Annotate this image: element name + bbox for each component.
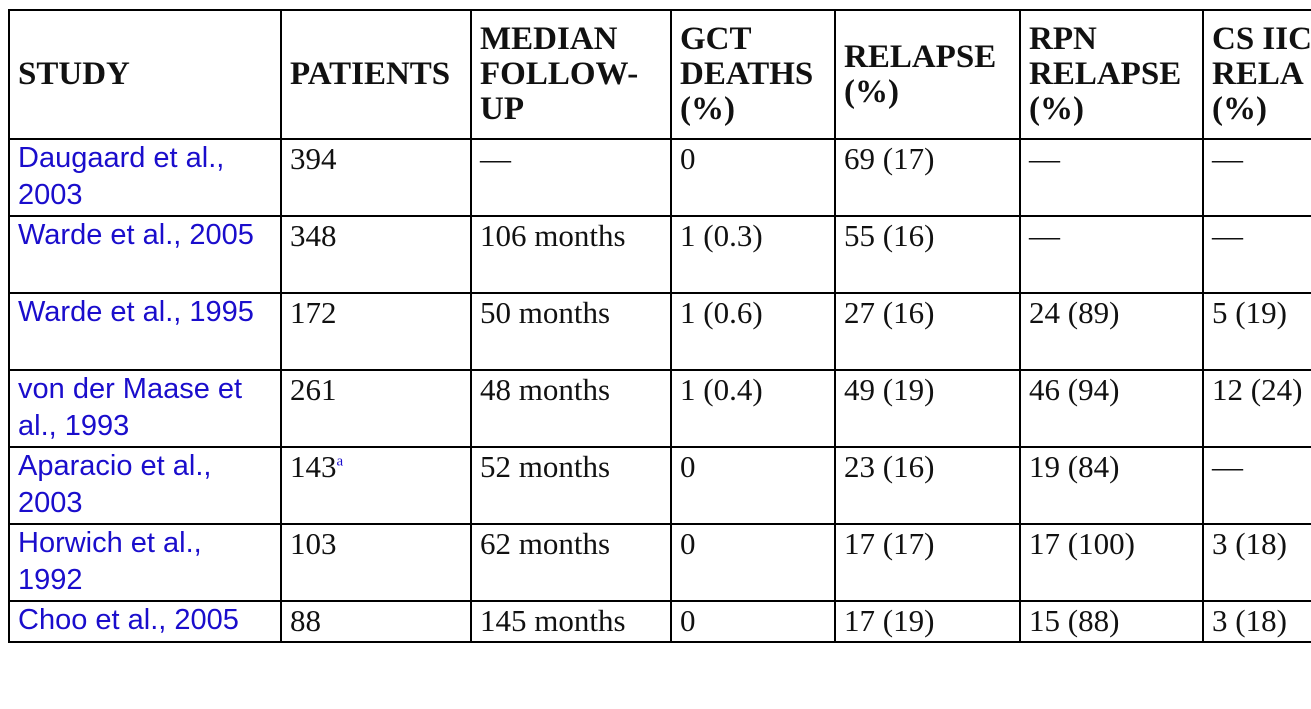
gct-deaths-cell: 0: [670, 446, 836, 525]
header-line: GCT: [680, 21, 752, 57]
follow-up-cell: 145 months: [470, 600, 672, 643]
patients-cell: 88: [280, 600, 472, 643]
relapse-cell: 23 (16): [834, 446, 1021, 525]
study-cell: Aparacio et al., 2003: [8, 446, 282, 525]
study-cell: Warde et al., 1995: [8, 292, 282, 371]
gct-deaths-cell: 1 (0.6): [670, 292, 836, 371]
header-line: (%): [1212, 91, 1267, 127]
patients-value: 261: [290, 372, 337, 407]
header-cs-iic-relapse: CS IIC RELA (%): [1202, 9, 1311, 140]
study-link[interactable]: Warde et al., 2005: [18, 219, 254, 251]
study-link[interactable]: Horwich et al., 1992: [18, 527, 202, 596]
gct-deaths-cell: 1 (0.3): [670, 215, 836, 294]
follow-up-cell: 106 months: [470, 215, 672, 294]
header-line: (%): [1029, 91, 1084, 127]
patients-cell: 394: [280, 138, 472, 217]
study-link[interactable]: Aparacio et al., 2003: [18, 450, 212, 519]
gct-deaths-cell: 0: [670, 600, 836, 643]
header-line: CS IIC: [1212, 21, 1311, 57]
rpn-relapse-cell: 19 (84): [1019, 446, 1204, 525]
follow-up-cell: 62 months: [470, 523, 672, 602]
header-line: MEDIAN: [480, 21, 618, 57]
follow-up-cell: 48 months: [470, 369, 672, 448]
header-line: DEATHS: [680, 56, 814, 92]
relapse-cell: 69 (17): [834, 138, 1021, 217]
table-row: Warde et al., 1995 172 50 months 1 (0.6)…: [8, 292, 1311, 371]
relapse-cell: 55 (16): [834, 215, 1021, 294]
header-study: STUDY: [8, 9, 282, 140]
table-row: Choo et al., 2005 88 145 months 0 17 (19…: [8, 600, 1311, 643]
study-cell: Warde et al., 2005: [8, 215, 282, 294]
follow-up-cell: 50 months: [470, 292, 672, 371]
cs-iic-relapse-cell: 5 (19): [1202, 292, 1311, 371]
rpn-relapse-cell: 46 (94): [1019, 369, 1204, 448]
study-link[interactable]: Warde et al., 1995: [18, 296, 254, 328]
table-row: Daugaard et al., 2003 394 — 0 69 (17) — …: [8, 138, 1311, 217]
study-link[interactable]: von der Maase et al., 1993: [18, 373, 243, 442]
patients-cell: 172: [280, 292, 472, 371]
header-line: RELAPSE: [1029, 56, 1182, 92]
header-line: STUDY: [18, 56, 130, 92]
gct-deaths-cell: 0: [670, 138, 836, 217]
patients-cell: 103: [280, 523, 472, 602]
rpn-relapse-cell: 17 (100): [1019, 523, 1204, 602]
footnote-marker[interactable]: a: [336, 453, 344, 470]
cs-iic-relapse-cell: —: [1202, 138, 1311, 217]
study-link[interactable]: Choo et al., 2005: [18, 604, 239, 636]
study-cell: Daugaard et al., 2003: [8, 138, 282, 217]
cs-iic-relapse-cell: —: [1202, 215, 1311, 294]
rpn-relapse-cell: —: [1019, 138, 1204, 217]
header-rpn-relapse: RPN RELAPSE (%): [1019, 9, 1204, 140]
cs-iic-relapse-cell: 3 (18): [1202, 523, 1311, 602]
relapse-cell: 27 (16): [834, 292, 1021, 371]
patients-cell: 143a: [280, 446, 472, 525]
header-patients: PATIENTS: [280, 9, 472, 140]
follow-up-cell: —: [470, 138, 672, 217]
cs-iic-relapse-cell: 3 (18): [1202, 600, 1311, 643]
table-row: Horwich et al., 1992 103 62 months 0 17 …: [8, 523, 1311, 602]
patients-value: 348: [290, 218, 337, 253]
table-row: Aparacio et al., 2003 143a 52 months 0 2…: [8, 446, 1311, 525]
header-line: UP: [480, 91, 524, 127]
header-line: (%): [680, 91, 735, 127]
patients-value: 172: [290, 295, 337, 330]
study-table: STUDY PATIENTS MEDIAN FOLLOW- UP GCT DEA…: [8, 9, 1311, 643]
patients-value: 143: [290, 449, 337, 484]
relapse-cell: 17 (17): [834, 523, 1021, 602]
study-cell: von der Maase et al., 1993: [8, 369, 282, 448]
rpn-relapse-cell: 15 (88): [1019, 600, 1204, 643]
table-row: Warde et al., 2005 348 106 months 1 (0.3…: [8, 215, 1311, 294]
patients-value: 394: [290, 141, 337, 176]
study-cell: Choo et al., 2005: [8, 600, 282, 643]
gct-deaths-cell: 1 (0.4): [670, 369, 836, 448]
header-line: RPN: [1029, 21, 1097, 57]
relapse-cell: 17 (19): [834, 600, 1021, 643]
cs-iic-relapse-cell: —: [1202, 446, 1311, 525]
patients-cell: 348: [280, 215, 472, 294]
header-row: STUDY PATIENTS MEDIAN FOLLOW- UP GCT DEA…: [8, 9, 1311, 140]
header-line: RELAPSE: [844, 38, 997, 75]
header-median-follow-up: MEDIAN FOLLOW- UP: [470, 9, 672, 140]
study-cell: Horwich et al., 1992: [8, 523, 282, 602]
header-line: FOLLOW-: [480, 56, 639, 92]
rpn-relapse-cell: —: [1019, 215, 1204, 294]
rpn-relapse-cell: 24 (89): [1019, 292, 1204, 371]
follow-up-cell: 52 months: [470, 446, 672, 525]
header-gct-deaths: GCT DEATHS (%): [670, 9, 836, 140]
table-row: von der Maase et al., 1993 261 48 months…: [8, 369, 1311, 448]
study-link[interactable]: Daugaard et al., 2003: [18, 142, 225, 211]
relapse-cell: 49 (19): [834, 369, 1021, 448]
header-line: RELA: [1212, 56, 1304, 92]
cs-iic-relapse-cell: 12 (24): [1202, 369, 1311, 448]
header-line: PATIENTS: [290, 56, 451, 92]
patients-value: 88: [290, 603, 321, 638]
header-line: (%): [844, 73, 899, 110]
patients-cell: 261: [280, 369, 472, 448]
patients-value: 103: [290, 526, 337, 561]
header-relapse: RELAPSE (%): [834, 9, 1021, 140]
gct-deaths-cell: 0: [670, 523, 836, 602]
